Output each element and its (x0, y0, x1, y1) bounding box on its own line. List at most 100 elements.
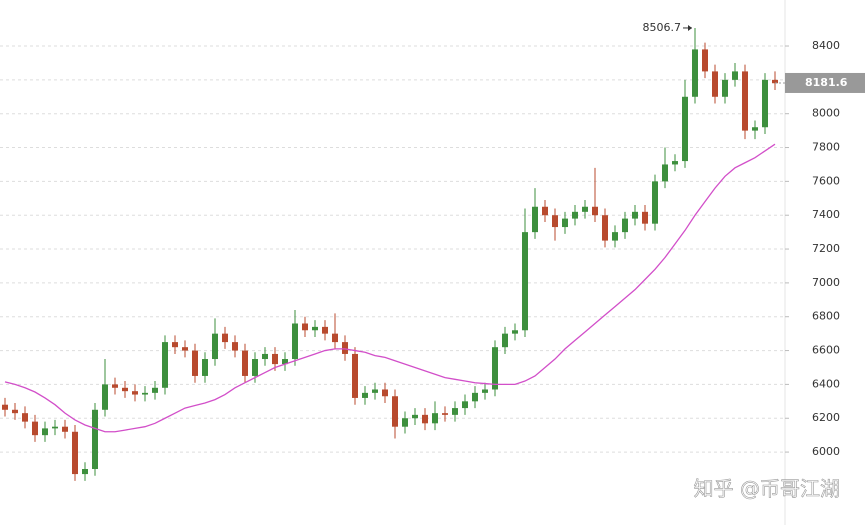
candle-body (462, 401, 468, 409)
candle-body (32, 421, 38, 436)
candle-body (42, 428, 48, 436)
candle-body (2, 404, 8, 410)
y-tick-label: 6600 (812, 344, 840, 357)
y-tick-label: 7200 (812, 242, 840, 255)
candle-body (162, 342, 168, 388)
candle-body (372, 389, 378, 393)
candle-body (132, 391, 138, 395)
candle-body (72, 431, 78, 475)
candle-body (562, 218, 568, 228)
candle-body (192, 350, 198, 376)
candle-body (622, 218, 628, 233)
y-tick-label: 6000 (812, 445, 840, 458)
candle-body (682, 96, 688, 162)
candle-body (442, 413, 448, 415)
candle-body (82, 468, 88, 475)
candle-body (582, 206, 588, 212)
candle-body (642, 211, 648, 224)
candle-body (302, 323, 308, 331)
y-tick-label: 7000 (812, 276, 840, 289)
candle-body (252, 359, 258, 376)
candle-body (142, 392, 148, 395)
candle-body (112, 384, 118, 388)
candles (2, 27, 778, 481)
candle-body (12, 409, 18, 414)
candle-body (652, 181, 658, 224)
candle-body (322, 326, 328, 334)
candle-body (312, 326, 318, 331)
candle-body (52, 426, 58, 429)
candle-body (362, 392, 368, 398)
candle-body (502, 333, 508, 348)
candle-body (382, 389, 388, 397)
candle-body (202, 359, 208, 376)
candle-body (232, 342, 238, 351)
candle-body (512, 330, 518, 334)
candle-body (402, 418, 408, 427)
candle-body (712, 71, 718, 97)
candle-body (692, 49, 698, 97)
candle-body (772, 79, 778, 84)
candle-body (62, 426, 68, 432)
y-tick-label: 6400 (812, 377, 840, 390)
candle-body (742, 71, 748, 131)
y-tick-label: 8000 (812, 107, 840, 120)
candle-body (752, 127, 758, 131)
candle-body (422, 414, 428, 424)
candle-body (282, 359, 288, 365)
candle-body (432, 413, 438, 424)
candle-body (702, 49, 708, 72)
candle-body (122, 387, 128, 392)
candle-body (262, 353, 268, 360)
candle-body (532, 206, 538, 233)
candle-body (342, 342, 348, 354)
candle-body (472, 392, 478, 402)
candle-body (292, 323, 298, 360)
candle-body (352, 353, 358, 398)
candle-body (632, 211, 638, 219)
y-tick-label: 6200 (812, 411, 840, 424)
moving-average (4, 143, 776, 433)
watermark: 知乎 @币哥江湖 (694, 477, 840, 501)
last-price-box (785, 72, 865, 93)
candle-body (572, 211, 578, 219)
y-tick-label: 7400 (812, 208, 840, 221)
candle-body (452, 408, 458, 415)
candle-body (212, 333, 218, 360)
candle-body (552, 215, 558, 228)
candle-body (152, 387, 158, 393)
y-tick-label: 7600 (812, 174, 840, 187)
y-tick-label: 7800 (812, 141, 840, 154)
candle-body (672, 161, 678, 165)
peak-arrow-head (688, 24, 692, 31)
candle-body (602, 215, 608, 241)
candle-body (92, 409, 98, 469)
candle-body (172, 342, 178, 348)
candle-body (332, 333, 338, 343)
candle-body (612, 232, 618, 241)
labels: 6000 6200 6400 6600 6800 7000 7200 7400 7600 7800… (643, 21, 865, 501)
candle-body (492, 347, 498, 390)
y-tick-label: 8400 (812, 39, 840, 52)
candle-body (412, 414, 418, 419)
candle-body (762, 79, 768, 128)
candle-body (592, 206, 598, 216)
candle-body (22, 413, 28, 422)
candle-body (662, 164, 668, 182)
peak-label: 8506.7 (643, 21, 682, 34)
candle-body (482, 389, 488, 393)
candle-body (222, 333, 228, 343)
candle-body (722, 79, 728, 97)
candle-body (392, 396, 398, 427)
candle-body (242, 350, 248, 376)
y-tick-label: 6800 (812, 310, 840, 323)
candle-body (102, 384, 108, 410)
candle-body (522, 232, 528, 331)
candle-body (182, 347, 188, 351)
candle-body (272, 353, 278, 365)
candle-body (542, 206, 548, 216)
last-price-label: 8181.6 (805, 76, 848, 89)
candle-body (732, 71, 738, 80)
